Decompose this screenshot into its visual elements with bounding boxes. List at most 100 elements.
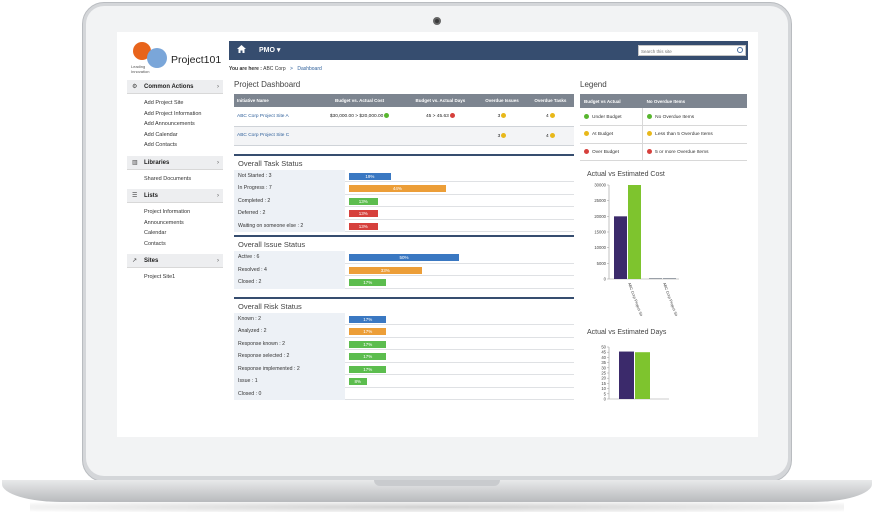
task-status-panel: Overall Task Status Not Started : 3 19% In…: [234, 153, 574, 232]
status-bar: 17%: [349, 315, 387, 323]
status-row: Deferred : 2 13%: [234, 207, 574, 220]
status-bar: 17%: [349, 279, 387, 286]
bar: [628, 185, 641, 279]
y-tick-label: 15000: [594, 230, 606, 235]
initiative-link[interactable]: ABC Corp Project Site A: [237, 113, 289, 119]
table-cell: $30,000.00 > $20,000.00: [315, 107, 404, 127]
table-cell: 4: [526, 126, 574, 146]
y-tick-label: 25: [601, 371, 606, 376]
sidebar-link[interactable]: Add Contacts: [144, 142, 178, 148]
sidebar-heading[interactable]: ↗ Sites ›: [127, 254, 223, 268]
x-tick-label: ABC Corp Project Site C: [662, 282, 680, 316]
legend-row: At Budget Less than 5 Overdue Items: [580, 125, 747, 144]
status-label: Analyzed : 2: [234, 325, 345, 338]
sidebar-link[interactable]: Add Project Information: [144, 110, 202, 117]
logo-gear-secondary-icon: [147, 48, 167, 68]
sidebar-group: ⚙ Common Actions › Add Project Site Add Proj…: [127, 80, 223, 151]
y-tick-label: 35: [601, 360, 606, 365]
issue-status-title: Overall Issue Status: [238, 240, 306, 249]
column-header[interactable]: Budget vs. Actual Days: [403, 94, 478, 107]
bar: [663, 278, 676, 279]
sidebar-link[interactable]: Contacts: [144, 240, 166, 247]
days-chart: Actual vs Estimated Days 0 5 10 15 20 25 30 35 4…: [587, 329, 707, 416]
status-label: Response implemented : 2: [234, 362, 345, 375]
sidebar-link[interactable]: Add Announcements: [144, 121, 195, 127]
sidebar-link[interactable]: Announcements: [144, 219, 184, 226]
sidebar-group: ☰ Lists › Project Information Announcements C…: [127, 189, 223, 249]
status-label: Response selected : 2: [234, 350, 345, 363]
gear-icon: ⚙: [132, 84, 138, 90]
legend-panel: Legend Budget vs Actual No Overdue Items …: [580, 80, 747, 161]
column-header[interactable]: Initiative Name: [234, 94, 316, 107]
sidebar-heading[interactable]: ☰ Lists ›: [127, 189, 223, 203]
laptop-shadow: [30, 502, 844, 512]
main-content: Project Dashboard Initiative Name Budget …: [234, 80, 574, 400]
search-icon[interactable]: [737, 47, 743, 53]
risk-status-panel: Overall Risk Status Known : 2 17% Analyzed…: [234, 296, 574, 400]
days-chart-title: Actual vs Estimated Days: [587, 329, 667, 336]
sidebar-group: ▥ Libraries › Shared Documents: [127, 155, 223, 185]
logo[interactable]: Leading Innovation Project101: [129, 40, 229, 74]
y-tick-label: 10: [601, 386, 606, 391]
sidebar-group: ↗ Sites › Project Site1: [127, 254, 223, 283]
column-header[interactable]: Overdue Tasks: [526, 94, 574, 107]
column-header[interactable]: Budget vs. Actual Cost: [315, 94, 404, 107]
table-row: ABC Corp Project Site A $30,000.00 > $20,…: [234, 107, 574, 127]
column-header[interactable]: Overdue Issues: [477, 94, 527, 107]
status-bar: 44%: [349, 185, 446, 192]
legend-cell: No Overdue Items: [642, 108, 747, 126]
status-yellow-icon: [647, 131, 653, 137]
search-input[interactable]: [641, 47, 733, 55]
table-cell[interactable]: ABC Corp Project Site C: [234, 126, 316, 146]
camera-icon: [433, 17, 441, 25]
chevron-right-icon: ›: [217, 84, 219, 90]
legend-cell: Over Budget: [580, 143, 644, 161]
status-row: Response implemented : 2 17%: [234, 362, 574, 375]
breadcrumb-site[interactable]: ABC Corp: [263, 66, 286, 72]
legend-cell: 5 or more Overdue Items: [642, 143, 747, 161]
chevron-right-icon: ›: [217, 193, 219, 199]
status-yellow-icon: [501, 113, 507, 119]
sidebar-heading[interactable]: ▥ Libraries ›: [127, 155, 223, 170]
sidebar-heading[interactable]: ⚙ Common Actions ›: [127, 80, 223, 94]
table-cell[interactable]: ABC Corp Project Site A: [234, 107, 316, 127]
table-cell: 45 > 45.63: [403, 107, 478, 127]
status-red-icon: [647, 148, 653, 154]
pmo-menu[interactable]: PMO ▾: [259, 47, 281, 54]
sidebar-link[interactable]: Project Site1: [144, 274, 176, 280]
legend-header: No Overdue Items: [642, 94, 747, 108]
sidebar-link[interactable]: Project Information: [144, 209, 191, 215]
home-icon[interactable]: [233, 44, 249, 57]
status-bar: 13%: [349, 222, 378, 230]
bar: [619, 351, 634, 399]
legend-label: No Overdue Items: [655, 114, 695, 120]
sidebar-link[interactable]: Shared Documents: [144, 175, 192, 182]
cost-chart: Actual vs Estimated Cost 0 5000 10000 15000…: [587, 171, 707, 322]
sidebar-link[interactable]: Calendar: [144, 230, 167, 236]
table-cell: 3: [477, 107, 527, 127]
status-label: Waiting on someone else : 2: [234, 219, 345, 232]
top-nav: PMO ▾: [229, 41, 748, 60]
status-row: Response known : 2 17%: [234, 337, 574, 350]
status-label: Closed : 0: [234, 387, 345, 400]
cell-value: 3: [497, 114, 501, 120]
sidebar-link[interactable]: Add Calendar: [144, 131, 178, 138]
initiative-link[interactable]: ABC Corp Project Site C: [237, 133, 290, 138]
sidebar-link[interactable]: Add Project Site: [144, 100, 184, 106]
breadcrumb-current[interactable]: Dashboard: [297, 66, 322, 72]
initiatives-table: Initiative Name Budget vs. Actual Cost Bud…: [234, 94, 574, 146]
y-tick-label: 25000: [594, 198, 606, 203]
cell-value: 4: [546, 114, 549, 120]
status-label: Response known : 2: [234, 337, 345, 350]
table-row: ABC Corp Project Site C 3 4: [234, 126, 574, 146]
legend-label: Less than 5 Overdue Items: [655, 132, 713, 138]
cell-value: 45 > 45.63: [425, 114, 449, 120]
status-row: In Progress : 7 44%: [234, 182, 574, 195]
status-bar: 17%: [349, 365, 387, 373]
status-red-icon: [449, 113, 455, 119]
status-red-icon: [584, 148, 589, 154]
task-status-title: Overall Task Status: [238, 158, 303, 168]
legend-title: Legend: [580, 80, 607, 89]
chevron-right-icon: ›: [217, 258, 219, 264]
